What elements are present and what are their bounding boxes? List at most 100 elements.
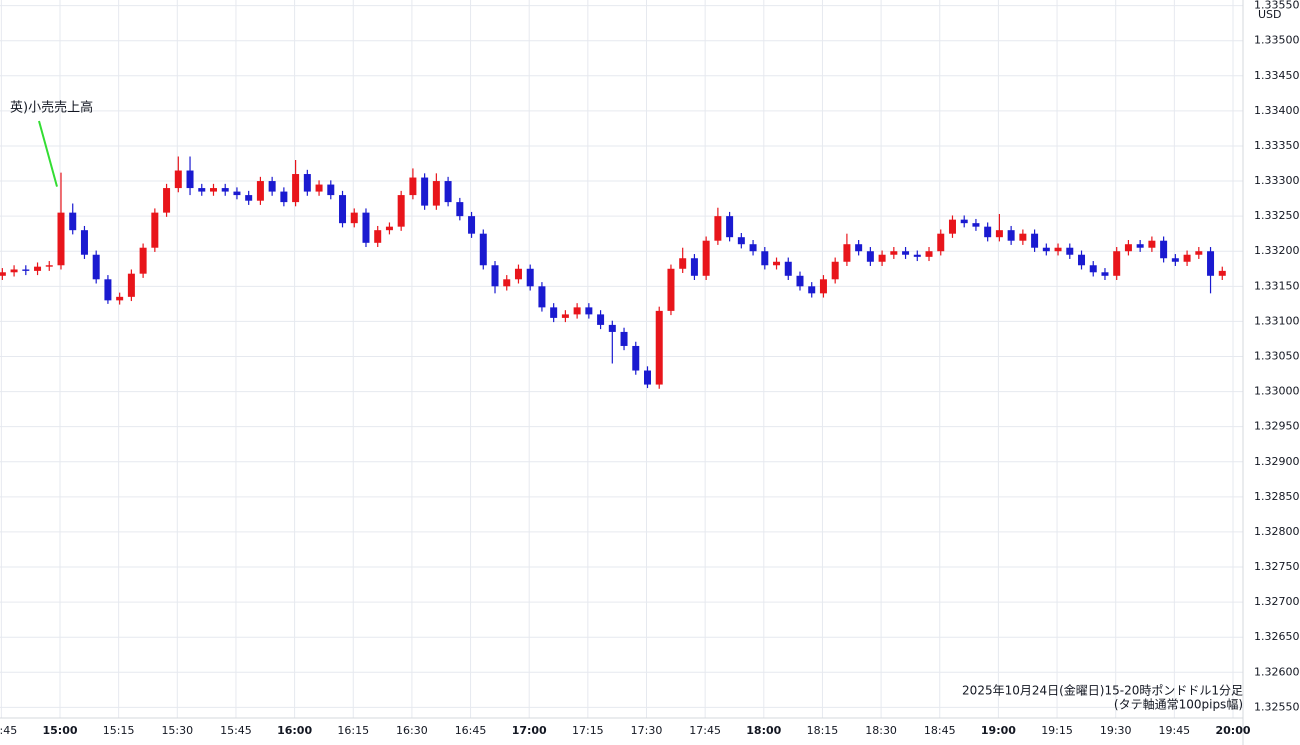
y-tick-label: 1.33350	[1254, 139, 1300, 152]
candle-body	[1031, 233, 1039, 248]
x-tick-label: 19:30	[1100, 724, 1132, 737]
axis-unit: USD	[1258, 8, 1282, 21]
candle-body	[749, 244, 757, 252]
y-tick-label: 1.33000	[1254, 385, 1300, 398]
candle-body	[57, 212, 65, 266]
candle-body	[843, 244, 851, 262]
x-tick-label: 17:00	[512, 724, 547, 737]
x-tick-label: 18:00	[746, 724, 781, 737]
candle-body	[174, 170, 182, 189]
candle-body	[456, 202, 464, 217]
y-tick-label: 1.33050	[1254, 349, 1300, 362]
candle-body	[0, 272, 6, 276]
candle-body	[878, 254, 886, 262]
candle-body	[1054, 247, 1062, 252]
candle-body	[561, 314, 569, 318]
candle-body	[761, 251, 769, 266]
y-tick-label: 1.32650	[1254, 630, 1300, 643]
candle-body	[209, 188, 217, 192]
y-tick-label: 1.33400	[1254, 104, 1300, 117]
candle-body	[139, 247, 147, 274]
candle-body	[186, 170, 194, 189]
y-tick-label: 1.33550	[1254, 0, 1300, 12]
x-tick-label: 15:30	[161, 724, 193, 737]
candle-body	[902, 251, 910, 255]
candle-body	[960, 219, 968, 224]
candle-body	[773, 261, 781, 266]
x-tick-label: 17:30	[631, 724, 663, 737]
candle-body	[385, 226, 393, 231]
x-tick-label: 18:30	[865, 724, 897, 737]
candle-body	[374, 230, 382, 243]
candle-body	[80, 230, 88, 255]
candle-body	[127, 273, 135, 297]
candle-body	[632, 345, 640, 371]
candle-body	[655, 310, 663, 385]
x-tick-label: 15:00	[42, 724, 77, 737]
candle-body	[597, 314, 605, 325]
candle-body	[303, 174, 311, 192]
grid	[0, 0, 1243, 718]
annotation-arrow	[38, 120, 58, 187]
candle-body	[1078, 254, 1086, 266]
candle-body	[667, 268, 675, 311]
candle-body	[913, 254, 921, 257]
x-tick-label: 20:00	[1215, 724, 1250, 737]
candle-body	[808, 286, 816, 294]
candle-body	[726, 216, 734, 238]
candle-body	[1160, 240, 1168, 259]
candle-body	[339, 195, 347, 224]
y-tick-label: 1.32950	[1254, 420, 1300, 433]
candle-body	[714, 216, 722, 241]
x-tick-label: 17:45	[689, 724, 721, 737]
candle-body	[163, 188, 171, 213]
candle-body	[585, 307, 593, 315]
candle-body	[1171, 258, 1179, 262]
candle-body	[292, 174, 300, 203]
candle-body	[362, 212, 370, 243]
candle-body	[1101, 272, 1109, 276]
footnote: (タテ軸通常100pips幅)	[1114, 697, 1243, 712]
candle-body	[538, 286, 546, 308]
candle-body	[855, 244, 863, 252]
candle-body	[526, 268, 534, 287]
candle-body	[573, 307, 581, 315]
x-tick-label: 18:45	[924, 724, 956, 737]
candle-body	[22, 269, 30, 271]
candle-body	[69, 212, 77, 231]
candle-body	[620, 331, 628, 346]
y-tick-label: 1.33450	[1254, 69, 1300, 82]
candle-body	[268, 181, 276, 192]
candle-body	[221, 188, 229, 192]
candle-body	[233, 191, 241, 196]
x-tick-label: 15:45	[220, 724, 252, 737]
candle-body	[702, 240, 710, 276]
candle-body	[784, 261, 792, 276]
y-tick-label: 1.32850	[1254, 490, 1300, 503]
x-tick-label: 16:15	[337, 724, 369, 737]
candle-body	[468, 216, 476, 234]
candle-body	[198, 188, 206, 192]
y-tick-label: 1.32900	[1254, 455, 1300, 468]
candle-body	[1136, 244, 1144, 248]
candle-body	[503, 279, 511, 287]
candle-body	[491, 265, 499, 287]
candle-body	[1042, 247, 1050, 252]
y-tick-label: 1.32800	[1254, 525, 1300, 538]
candle-body	[1207, 251, 1215, 276]
candle-body	[397, 195, 405, 227]
candles	[0, 156, 1226, 389]
candle-body	[608, 324, 616, 332]
candle-body	[1066, 247, 1074, 255]
x-tick-label: 19:15	[1041, 724, 1073, 737]
candle-body	[866, 251, 874, 262]
candle-body	[948, 219, 956, 234]
candle-body	[104, 279, 112, 301]
footnote: 2025年10月24日(金曜日)15-20時ポンドドル1分足	[962, 683, 1243, 698]
y-tick-label: 1.32750	[1254, 560, 1300, 573]
candle-body	[10, 269, 18, 273]
candle-body	[116, 296, 124, 301]
candle-body	[831, 261, 839, 280]
candle-body	[890, 251, 898, 255]
candle-body	[327, 184, 335, 196]
